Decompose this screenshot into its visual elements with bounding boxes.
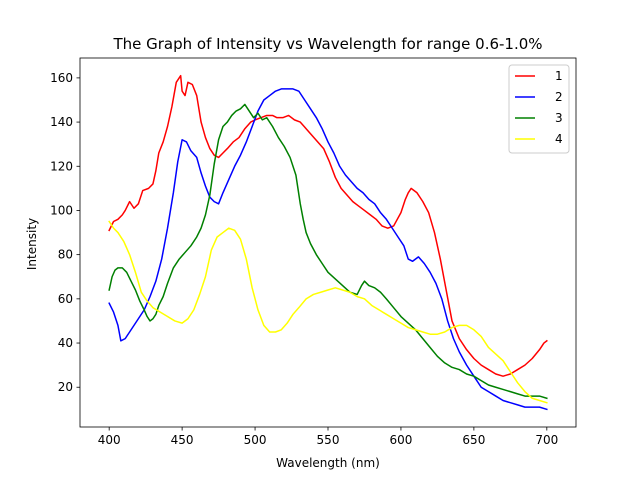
legend-label-2: 2 [555, 90, 563, 104]
plot-area: 400 450 500 550 600 650 700 20 40 60 80 100 120 140 16… [50, 57, 577, 447]
legend-label-1: 1 [555, 69, 563, 83]
y-tick-label: 140 [50, 115, 73, 129]
y-tick-label: 60 [58, 292, 73, 306]
y-axis-label: Intensity [25, 218, 39, 270]
chart-title: The Graph of Intensity vs Wavelength for… [112, 35, 542, 53]
y-tick-label: 120 [50, 159, 73, 173]
x-tick-label: 450 [171, 433, 194, 447]
x-tick-label: 500 [244, 433, 267, 447]
series-line-2 [108, 88, 548, 411]
y-tick-label: 40 [58, 336, 73, 350]
x-tick-label: 650 [462, 433, 485, 447]
y-tick-label: 80 [58, 248, 73, 262]
legend-box [508, 64, 570, 154]
y-tick-label: 100 [50, 203, 73, 217]
series-line-1 [108, 74, 548, 377]
x-tick-label: 550 [317, 433, 340, 447]
y-tick-label: 160 [50, 71, 73, 85]
legend-label-3: 3 [555, 111, 563, 125]
x-tick-label: 400 [98, 433, 121, 447]
x-axis-label: Wavelength (nm) [276, 456, 380, 470]
x-tick-label: 600 [389, 433, 412, 447]
y-tick-label: 20 [58, 380, 73, 394]
x-tick-label: 700 [535, 433, 558, 447]
legend-label-4: 4 [555, 132, 563, 146]
series-line-4 [108, 220, 548, 404]
